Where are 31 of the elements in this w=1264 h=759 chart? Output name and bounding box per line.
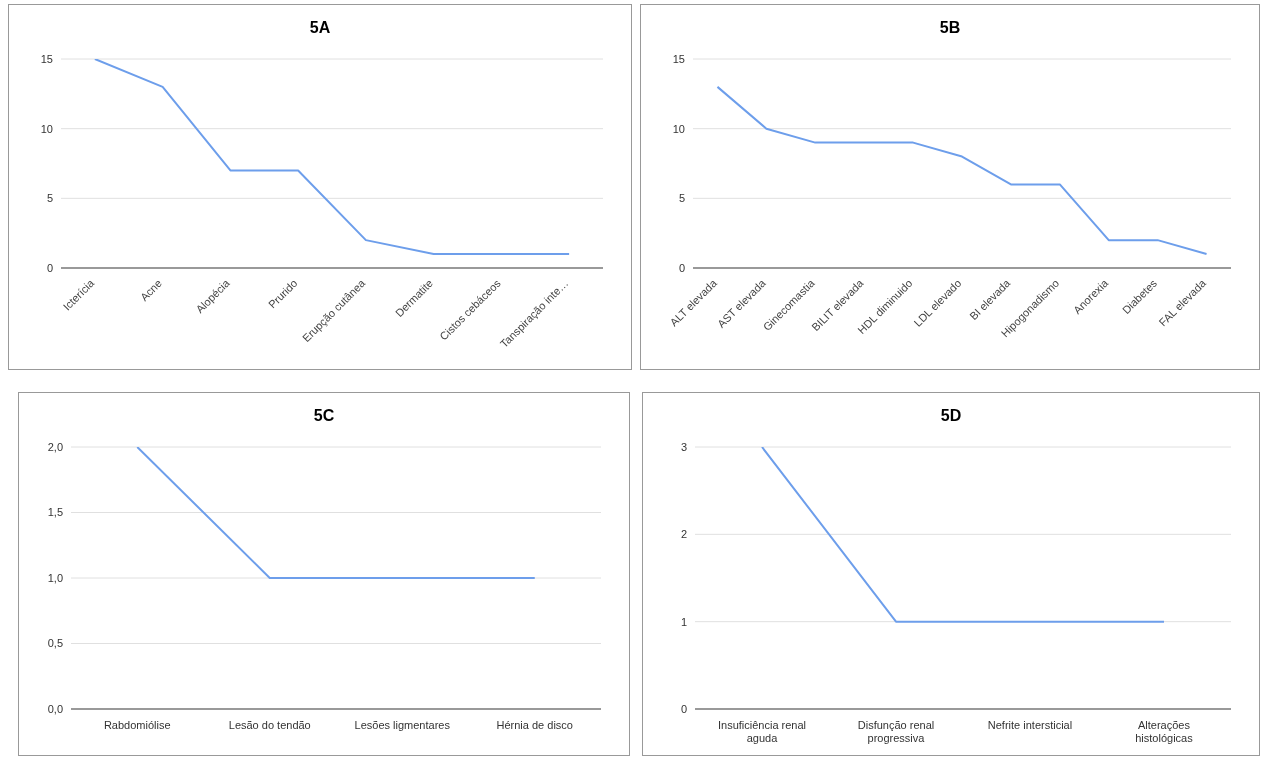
x-tick-label: Hérnia de disco [496,719,573,731]
x-tick-label: Rabdomiólise [103,719,171,731]
y-tick-label: 2 [680,528,687,541]
line-series [716,85,1208,256]
y-tick-label: 0,5 [47,637,63,650]
x-tick-label: Lesões ligmentares [354,719,451,731]
y-tick-label: 1 [680,615,687,628]
x-tick-label: Insuficiência renal aguda [717,719,807,744]
line-series [93,59,571,256]
y-tick-label: 0,0 [47,702,63,715]
y-tick-label: 10 [672,122,685,135]
y-tick-label: 5 [678,192,685,205]
chart-title: 5D [939,407,963,425]
y-tick-label: 0 [678,261,685,274]
chart-title: 5A [308,19,332,37]
y-tick-label: 10 [40,122,53,135]
y-tick-label: 15 [672,52,685,65]
x-tick-label: Lesão do tendão [228,719,311,731]
y-tick-label: 2,0 [47,440,63,453]
chart-title: 5C [312,407,336,425]
y-tick-label: 1,5 [47,506,63,519]
x-tick-label: Disfunção renal progressiva [857,719,935,744]
chart-title: 5B [938,19,962,37]
y-tick-label: 1,0 [47,571,63,584]
y-tick-label: 15 [40,52,53,65]
x-tick-label: Alterações histológicas [1135,719,1194,744]
y-tick-label: 0 [46,261,53,274]
y-tick-label: 3 [680,440,687,453]
y-tick-label: 5 [46,192,53,205]
y-tick-label: 0 [680,702,687,715]
x-tick-label: Nefrite intersticial [987,719,1073,731]
